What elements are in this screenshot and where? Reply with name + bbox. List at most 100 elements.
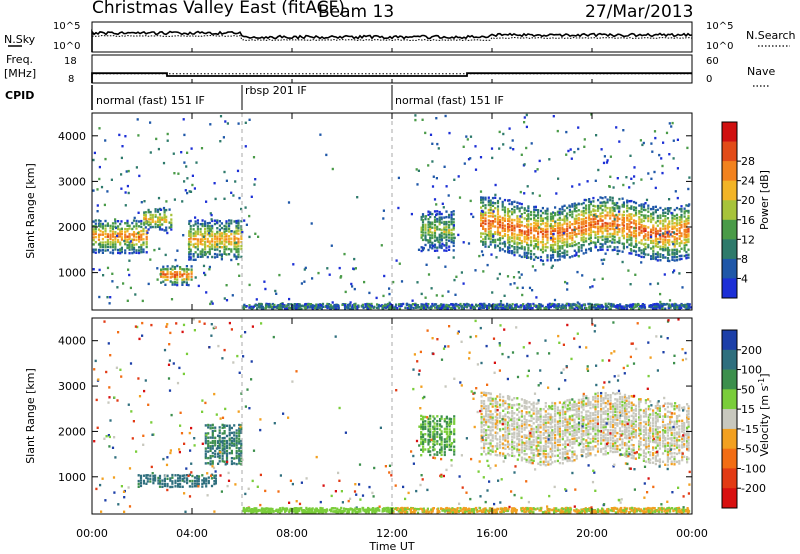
power-cell [561, 239, 564, 242]
power-ground-scatter [286, 307, 289, 310]
velocity-cell [530, 456, 533, 460]
power-cell [580, 233, 583, 237]
power-cell [491, 212, 495, 215]
velocity-cell [440, 448, 443, 451]
power-ground-scatter [553, 305, 556, 309]
velocity-cell [496, 454, 499, 457]
power-cell [161, 216, 164, 219]
power-cell [427, 239, 430, 242]
velocity-cell [217, 445, 220, 448]
power-ground-scatter [563, 305, 566, 308]
power-cell [687, 253, 690, 256]
power-cell [687, 219, 690, 222]
power-cell [597, 222, 600, 225]
power-cell [549, 215, 553, 218]
power-speckle [200, 147, 204, 150]
velocity-cell [535, 407, 538, 410]
power-ground-scatter [450, 307, 453, 310]
velocity-cell [525, 407, 528, 410]
power-cell [218, 250, 221, 253]
velocity-cell [532, 422, 535, 425]
velocity-cell [207, 456, 210, 460]
power-ground-scatter [416, 304, 420, 307]
power-cell [163, 216, 166, 219]
power-cell [201, 238, 204, 241]
velocity-cell [235, 450, 238, 453]
velocity-cell [566, 439, 569, 442]
power-cell [192, 234, 195, 238]
power-cell [189, 240, 192, 243]
power-speckle [512, 276, 516, 279]
velocity-cell [566, 399, 569, 402]
power-cell [554, 240, 557, 244]
power-speckle [190, 147, 193, 150]
power-cell [237, 245, 240, 248]
power-cell [533, 244, 536, 248]
power-ground-scatter [515, 305, 518, 308]
power-cell [513, 237, 516, 240]
power-cell [145, 229, 148, 233]
power-ground-scatter [422, 306, 425, 310]
power-ground-scatter [277, 307, 281, 310]
power-ground-scatter [416, 306, 419, 309]
power-cell [599, 196, 602, 199]
power-cell [201, 255, 204, 258]
velocity-cell [571, 455, 574, 459]
power-cell [656, 245, 659, 248]
velocity-cell [238, 442, 241, 445]
power-ground-scatter [319, 304, 322, 307]
power-speckle [106, 190, 109, 193]
power-cell [179, 270, 182, 274]
velocity-cell [218, 429, 221, 432]
power-speckle [672, 242, 675, 246]
power-cell [173, 275, 177, 278]
power-cell [482, 216, 485, 220]
power-cell [513, 209, 516, 212]
power-cell [588, 232, 591, 235]
velocity-cell [213, 480, 216, 483]
power-cell [642, 235, 646, 238]
power-speckle [188, 190, 191, 193]
power-speckle [494, 183, 497, 187]
power-ground-scatter [589, 305, 593, 308]
power-speckle [660, 157, 663, 160]
power-cell [644, 235, 647, 238]
power-cell [552, 229, 555, 232]
velocity-cell [532, 454, 535, 457]
power-ground-scatter [618, 307, 621, 310]
power-cell [427, 220, 430, 224]
power-cell [580, 249, 583, 252]
power-speckle [667, 251, 670, 254]
power-cell [216, 235, 219, 238]
power-cell [618, 213, 621, 216]
power-cell [218, 240, 221, 243]
power-cell [433, 246, 437, 249]
velocity-cell [491, 450, 494, 453]
power-cell [563, 238, 566, 241]
velocity-cell [556, 412, 559, 415]
velocity-cell [532, 417, 535, 420]
velocity-cell [485, 410, 488, 413]
velocity-cell [240, 427, 243, 430]
power-cell [573, 222, 576, 225]
power-ground-scatter [678, 305, 682, 308]
velocity-cell [157, 476, 160, 480]
power-cell [111, 246, 115, 249]
power-cell [640, 229, 643, 232]
power-cell [109, 224, 112, 228]
power-cell [533, 214, 536, 217]
power-speckle [287, 201, 291, 204]
power-cell [668, 240, 671, 243]
power-cell [577, 248, 580, 251]
velocity-cell [205, 485, 208, 488]
velocity-cell [240, 451, 243, 455]
power-cell [443, 228, 446, 231]
power-cell [189, 243, 192, 246]
velocity-cell [544, 442, 547, 445]
power-cell [142, 250, 145, 254]
power-cell [549, 244, 553, 247]
velocity-cell [577, 430, 580, 434]
velocity-cell [523, 404, 526, 408]
power-cell [552, 243, 555, 247]
power-cell [589, 213, 592, 216]
